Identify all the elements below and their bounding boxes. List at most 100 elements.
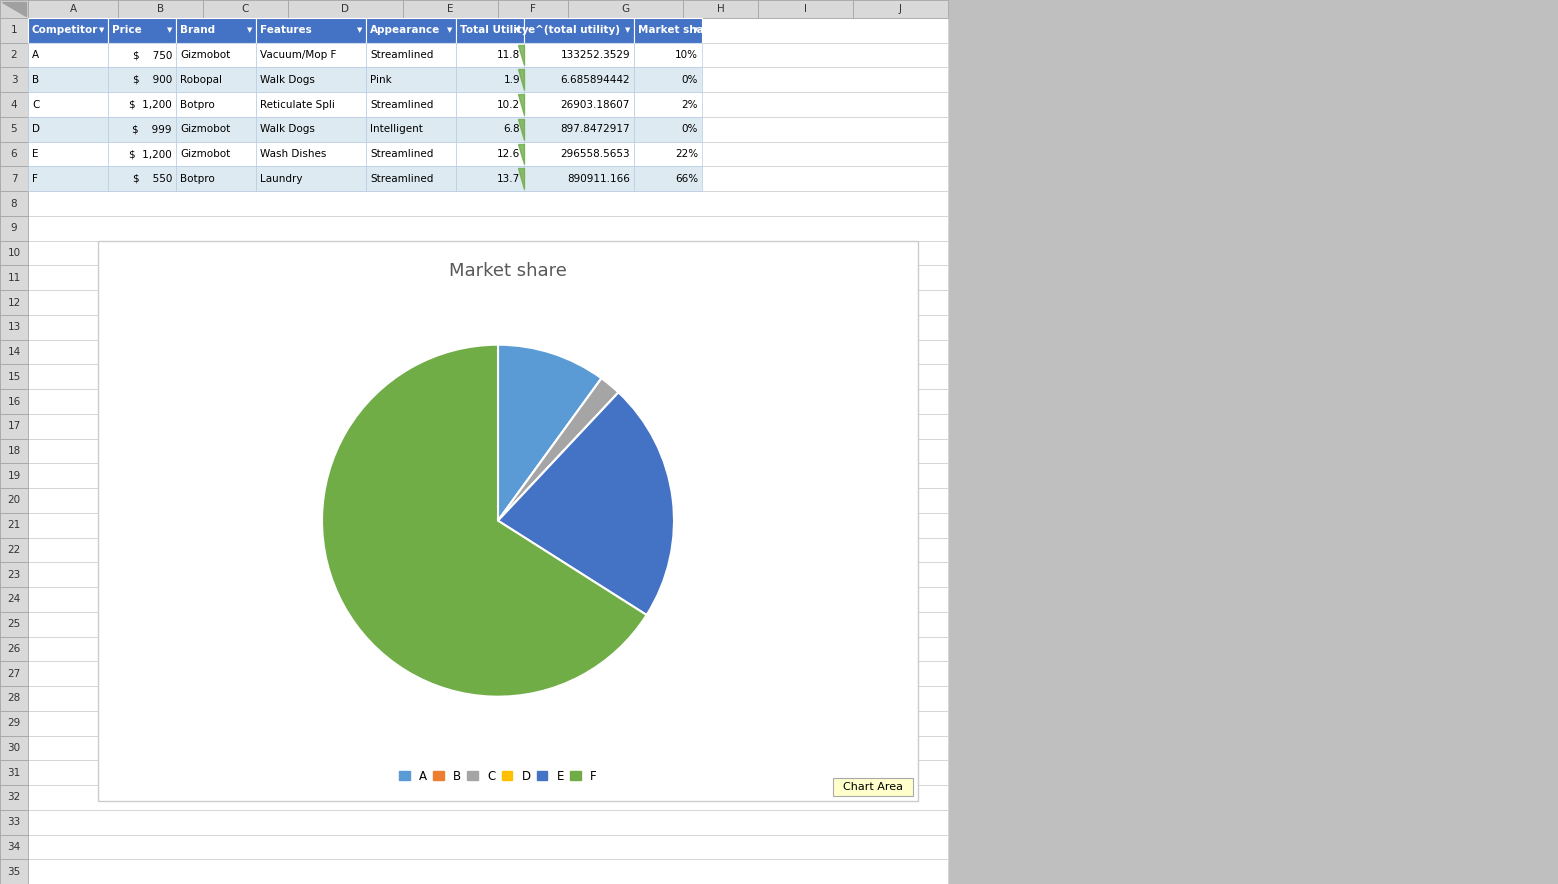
Text: Reticulate Spli: Reticulate Spli	[260, 100, 335, 110]
Bar	[28, 117, 947, 141]
Bar	[28, 389, 947, 414]
Bar	[634, 92, 703, 117]
Bar	[759, 0, 852, 18]
Bar	[569, 0, 682, 18]
Bar	[108, 166, 176, 191]
Bar	[0, 834, 28, 859]
Text: 6: 6	[11, 149, 17, 159]
Bar	[0, 0, 28, 18]
Bar	[523, 141, 634, 166]
Bar	[0, 166, 28, 191]
Bar	[28, 42, 108, 67]
Wedge shape	[499, 345, 601, 521]
Bar	[634, 141, 703, 166]
Polygon shape	[517, 95, 523, 115]
Bar	[28, 141, 108, 166]
Bar	[203, 0, 288, 18]
Text: A: A	[33, 50, 39, 60]
Bar	[366, 67, 456, 92]
Bar	[288, 0, 404, 18]
Text: 7: 7	[11, 174, 17, 184]
Bar	[634, 67, 703, 92]
Text: ▼: ▼	[248, 27, 252, 34]
Bar	[0, 686, 28, 711]
Bar	[366, 18, 456, 42]
Text: Chart Area: Chart Area	[843, 781, 904, 792]
Text: Streamlined: Streamlined	[369, 174, 433, 184]
Text: 18: 18	[8, 446, 20, 456]
Bar	[28, 265, 947, 290]
Text: Gizmobot: Gizmobot	[181, 125, 231, 134]
Text: 890911.166: 890911.166	[567, 174, 629, 184]
Text: Vacuum/Mop F: Vacuum/Mop F	[260, 50, 337, 60]
Text: 11: 11	[8, 273, 20, 283]
Text: $  1,200: $ 1,200	[129, 100, 171, 110]
Text: 28: 28	[8, 693, 20, 704]
Bar	[118, 0, 203, 18]
Bar	[256, 141, 366, 166]
Text: $    900: $ 900	[132, 75, 171, 85]
Text: ▼: ▼	[516, 27, 520, 34]
Bar	[0, 339, 28, 364]
Polygon shape	[517, 169, 523, 189]
Bar	[682, 0, 759, 18]
Text: 23: 23	[8, 569, 20, 580]
Wedge shape	[499, 378, 601, 521]
Bar	[28, 463, 947, 488]
Text: $    750: $ 750	[132, 50, 171, 60]
Polygon shape	[517, 144, 523, 164]
Bar	[108, 141, 176, 166]
Wedge shape	[499, 392, 619, 521]
Text: Wash Dishes: Wash Dishes	[260, 149, 326, 159]
Text: Streamlined: Streamlined	[369, 50, 433, 60]
Bar	[0, 488, 28, 513]
Text: 0%: 0%	[681, 75, 698, 85]
Bar	[28, 661, 947, 686]
Bar	[523, 18, 634, 42]
Polygon shape	[517, 45, 523, 65]
Bar	[404, 0, 499, 18]
Text: 1.9: 1.9	[503, 75, 520, 85]
Bar	[28, 67, 108, 92]
Bar	[28, 166, 947, 191]
Text: ▼: ▼	[167, 27, 173, 34]
Text: 10: 10	[8, 248, 20, 258]
Bar	[0, 636, 28, 661]
Wedge shape	[499, 392, 675, 615]
Text: 14: 14	[8, 347, 20, 357]
Text: Pink: Pink	[369, 75, 391, 85]
Bar	[108, 18, 176, 42]
Text: 22%: 22%	[675, 149, 698, 159]
Bar	[0, 191, 28, 216]
Bar	[366, 42, 456, 67]
Text: J: J	[899, 4, 902, 14]
Bar	[456, 18, 523, 42]
Text: 13.7: 13.7	[497, 174, 520, 184]
Text: Streamlined: Streamlined	[369, 100, 433, 110]
Bar	[0, 117, 28, 141]
Text: 13: 13	[8, 323, 20, 332]
Bar	[28, 290, 947, 315]
Bar	[176, 117, 256, 141]
Bar	[28, 67, 947, 92]
Bar	[634, 42, 703, 67]
Text: F: F	[530, 4, 536, 14]
Bar	[28, 339, 947, 364]
Text: 296558.5653: 296558.5653	[561, 149, 629, 159]
Bar	[28, 216, 947, 240]
Bar	[0, 141, 28, 166]
Text: Laundry: Laundry	[260, 174, 302, 184]
Text: 26: 26	[8, 644, 20, 654]
Bar	[0, 587, 28, 612]
Text: C: C	[33, 100, 39, 110]
Text: 12: 12	[8, 298, 20, 308]
Text: Competitor: Competitor	[33, 26, 98, 35]
Bar	[28, 364, 947, 389]
Text: 16: 16	[8, 397, 20, 407]
Text: E: E	[447, 4, 453, 14]
Text: I: I	[804, 4, 807, 14]
Bar	[499, 0, 569, 18]
Text: 24: 24	[8, 594, 20, 605]
Text: 0%: 0%	[681, 125, 698, 134]
Bar	[256, 92, 366, 117]
